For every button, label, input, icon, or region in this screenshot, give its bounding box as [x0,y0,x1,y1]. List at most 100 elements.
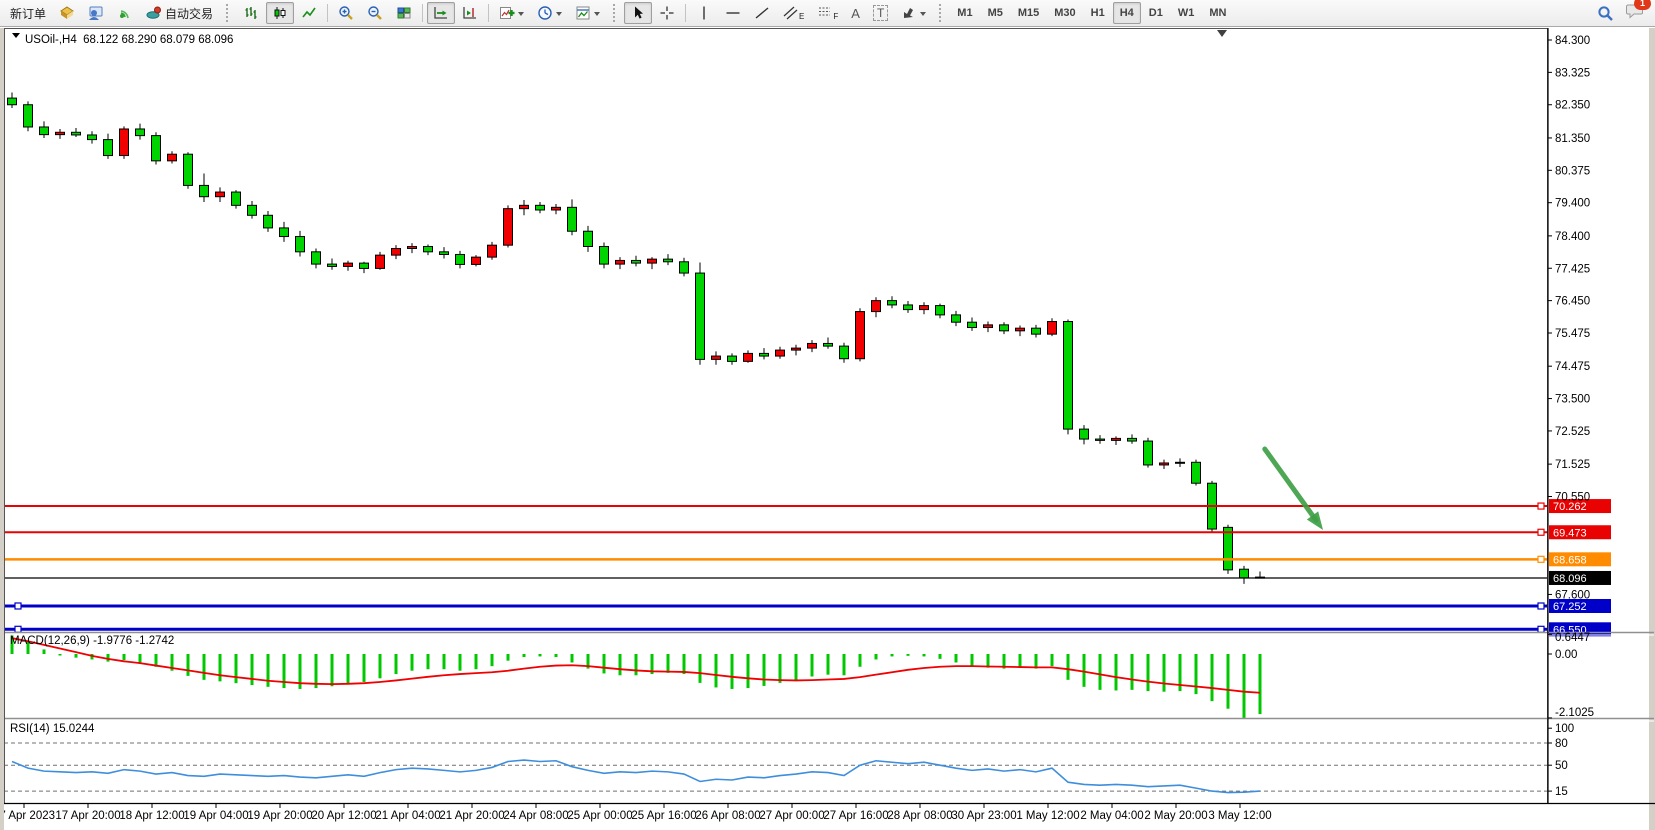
horizontal-line-tool-icon[interactable] [719,2,747,24]
timeframe-h1[interactable]: H1 [1084,2,1112,24]
timeframe-w1[interactable]: W1 [1171,2,1202,24]
toolbar-grip[interactable] [226,4,232,22]
svg-text:68.096: 68.096 [1553,573,1587,585]
svg-text:81.350: 81.350 [1555,133,1590,145]
svg-text:71.525: 71.525 [1555,459,1590,471]
rsi-level-lines [4,742,1548,792]
chart-title: USOil-,H4 68.122 68.290 68.079 68.096 [12,33,233,46]
svg-text:26 Apr 08:00: 26 Apr 08:00 [695,810,760,822]
svg-text:2 May 20:00: 2 May 20:00 [1144,810,1207,822]
bar-chart-mode-icon[interactable] [237,2,265,24]
svg-text:70.262: 70.262 [1553,501,1587,513]
horizontal-line-67.252[interactable] [4,602,1548,610]
crosshair-tool-icon[interactable] [653,2,681,24]
toolbar-separator [685,4,687,22]
fibonacci-tool-icon[interactable]: F [811,2,844,24]
add-indicator-button[interactable] [493,2,530,24]
svg-text:76.450: 76.450 [1555,296,1590,308]
new-order-button[interactable]: 新订单 [4,2,52,24]
horizontal-line-69.473[interactable] [4,528,1548,536]
text-tool-label: A [851,5,860,21]
price-tag-67.252[interactable]: 67.252 [1549,598,1611,613]
line-chart-mode-icon[interactable] [295,2,323,24]
ohlc-values: 68.122 68.290 68.079 68.096 [83,34,234,46]
svg-text:25 Apr 00:00: 25 Apr 00:00 [567,810,632,822]
timeframe-m15[interactable]: M15 [1011,2,1046,24]
svg-text:77.425: 77.425 [1555,263,1590,275]
channel-tool-icon[interactable]: E [777,2,810,24]
price-tag-68.658[interactable]: 68.658 [1549,552,1611,567]
svg-text:82.350: 82.350 [1555,100,1590,112]
timeframe-mn[interactable]: MN [1202,2,1233,24]
svg-text:84.300: 84.300 [1555,35,1590,47]
svg-text:18 Apr 12:00: 18 Apr 12:00 [119,810,184,822]
candlestick-mode-icon[interactable] [266,2,295,24]
toolbar-separator [488,4,490,22]
periods-button[interactable] [531,2,568,24]
candlestick-series [7,92,1265,584]
price-tag-69.473[interactable]: 69.473 [1549,525,1611,540]
auto-scroll-icon[interactable] [427,2,456,24]
timeframe-h4[interactable]: H4 [1112,2,1141,24]
svg-text:24 Apr 08:00: 24 Apr 08:00 [503,810,568,822]
timeframe-m30[interactable]: M30 [1047,2,1082,24]
svg-text:0.6447: 0.6447 [1555,632,1590,644]
text-tool[interactable]: A [845,2,866,24]
timeframe-d1[interactable]: D1 [1142,2,1170,24]
text-label-tool[interactable]: T [867,2,894,24]
horizontal-line-68.658[interactable] [4,555,1548,563]
symbol-dropdown-icon[interactable] [12,33,20,42]
svg-text:19 Apr 04:00: 19 Apr 04:00 [183,810,248,822]
svg-text:100: 100 [1555,723,1574,735]
chart-shift-marker[interactable] [1217,30,1227,37]
autotrading-label: 自动交易 [165,6,214,21]
market-watch-icon[interactable] [53,2,81,24]
dropdown-caret-icon [594,11,601,19]
timeframe-m1[interactable]: M1 [950,2,979,24]
svg-text:72.525: 72.525 [1555,426,1590,438]
vertical-line-tool-icon[interactable] [690,2,718,24]
symbol-period-label: USOil-,H4 [25,34,77,46]
svg-text:25 Apr 16:00: 25 Apr 16:00 [631,810,696,822]
svg-text:70.550: 70.550 [1555,492,1590,504]
zoom-in-icon[interactable] [332,2,360,24]
chart-canvas[interactable]: 70.262 69.473 68.658 67.252 66.550 68.096 84.3… [4,28,1655,830]
svg-text:80: 80 [1555,738,1568,750]
svg-text:67.600: 67.600 [1555,589,1590,601]
chart-background [4,28,1655,830]
svg-text:21 Apr 20:00: 21 Apr 20:00 [439,810,504,822]
svg-text:50: 50 [1555,760,1568,772]
chart-shift-icon[interactable] [456,2,484,24]
autotrading-button[interactable]: 自动交易 [140,2,219,24]
trend-arrow-annotation[interactable] [1262,446,1324,531]
price-tag-68.096[interactable]: 68.096 [1549,570,1611,585]
zoom-out-icon[interactable] [361,2,389,24]
svg-text:27 Apr 16:00: 27 Apr 16:00 [823,810,888,822]
svg-text:3 May 12:00: 3 May 12:00 [1208,810,1271,822]
toolbar-separator [327,4,329,22]
svg-text:21 Apr 04:00: 21 Apr 04:00 [375,810,440,822]
channel-tool-sub: E [799,11,805,21]
signal-icon[interactable] [111,2,139,24]
cursor-tool-icon[interactable] [624,2,653,24]
templates-button[interactable] [569,2,606,24]
toolbar-grip[interactable] [939,4,945,22]
price-axis[interactable]: 84.300 83.325 82.350 81.350 80.375 79.400 78.4… [1548,35,1594,798]
price-tag-70.262[interactable]: 70.262 [1549,499,1611,514]
arrows-tool-icon[interactable] [895,2,932,24]
svg-text:-2.1025: -2.1025 [1555,707,1594,719]
svg-text:17 Apr 2023: 17 Apr 2023 [4,810,55,822]
search-icon[interactable] [1591,2,1620,24]
notifications-button[interactable]: 1 [1626,0,1651,24]
trendline-tool-icon[interactable] [748,2,776,24]
macd-signal-line [11,637,1261,694]
fibonacci-tool-sub: F [833,11,839,21]
profile-icon[interactable] [82,2,110,24]
svg-text:66.550: 66.550 [1553,624,1587,636]
tile-windows-icon[interactable] [390,2,418,24]
timeframe-m5[interactable]: M5 [981,2,1010,24]
horizontal-line-70.262[interactable] [4,502,1548,510]
svg-text:27 Apr 00:00: 27 Apr 00:00 [759,810,824,822]
toolbar-grip[interactable] [613,4,619,22]
